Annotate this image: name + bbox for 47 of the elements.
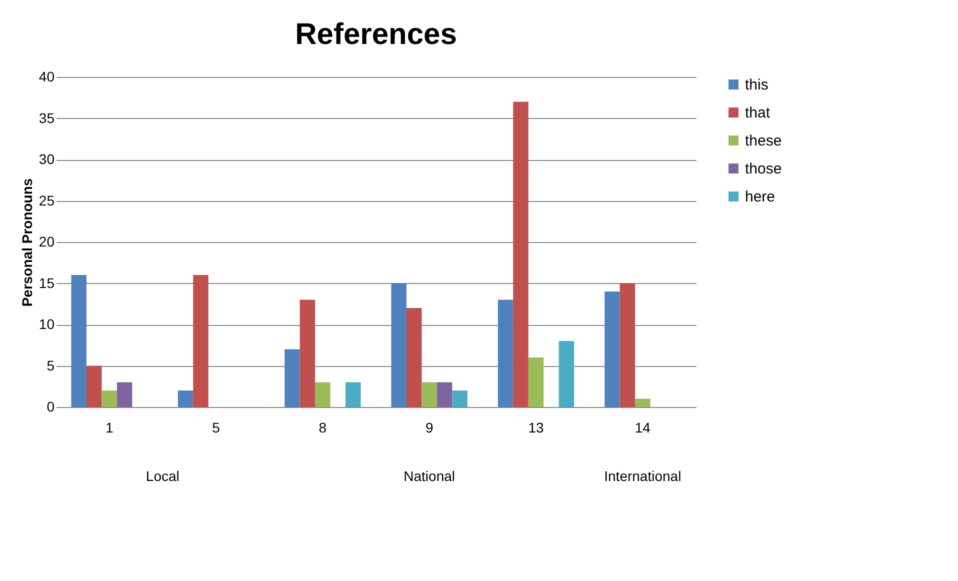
x-tick-label: 5: [212, 420, 220, 436]
legend-label: that: [745, 104, 771, 122]
y-tick-label: 20: [38, 234, 55, 250]
text: National: [404, 468, 456, 484]
bar: [193, 275, 208, 407]
y-tick-label: 10: [38, 316, 55, 332]
bar: [300, 300, 316, 407]
y-tick-label: 15: [38, 274, 55, 291]
bar: [452, 390, 468, 407]
bar: [406, 308, 422, 407]
bar: [102, 390, 117, 407]
y-tick-label: 5: [46, 357, 55, 374]
bar: [346, 382, 361, 407]
bar: [391, 283, 406, 407]
y-tick-label: 0: [46, 398, 55, 414]
bar: [116, 382, 132, 407]
bar: [513, 102, 528, 407]
y-tick-label: 35: [38, 110, 55, 126]
bar: [528, 358, 544, 407]
bar: [422, 382, 437, 407]
legend-label: those: [745, 160, 782, 178]
y-tick-label: 30: [38, 151, 55, 167]
bar: [315, 382, 330, 407]
legend-label: this: [745, 76, 768, 94]
bar: [498, 300, 514, 407]
bar: [71, 275, 86, 407]
y-tick-label: 40: [38, 68, 55, 84]
text: Local: [146, 468, 180, 484]
bar: [436, 382, 452, 407]
y-tick-label: 25: [38, 192, 55, 208]
legend-label: these: [745, 132, 782, 150]
x-tick-label: 9: [425, 420, 434, 436]
bar: [604, 292, 620, 407]
x-tick-label: 13: [528, 420, 544, 436]
x-tick-label: 8: [318, 420, 327, 436]
bar: [558, 341, 574, 407]
bar: [284, 349, 300, 407]
bar: [635, 398, 650, 407]
text: International: [604, 468, 682, 484]
bar: [86, 366, 102, 407]
legend-label: here: [745, 188, 776, 206]
bar: [620, 283, 636, 407]
bar: [178, 390, 194, 407]
y-axis-title: Personal Pronouns: [18, 178, 35, 307]
x-tick-label: 14: [634, 420, 651, 436]
x-tick-label: 1: [105, 420, 114, 436]
chart-title: References: [295, 18, 457, 51]
